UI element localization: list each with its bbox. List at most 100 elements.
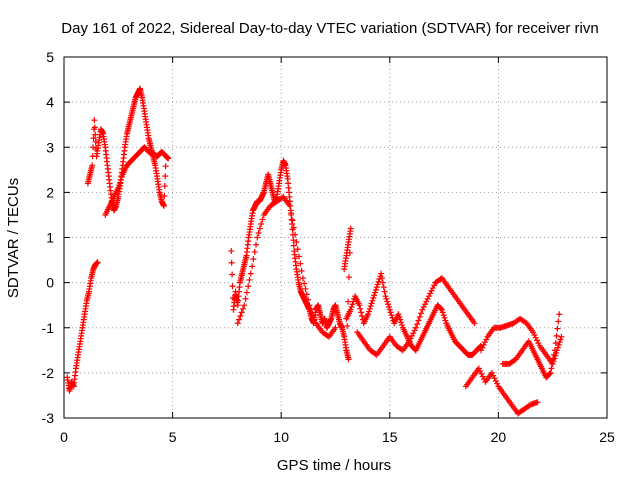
data-point [162,173,169,180]
data-point [378,270,385,277]
y-tick-label: 2 [46,184,54,200]
data-point [365,311,372,318]
data-point [357,305,364,312]
data-point [344,322,351,329]
data-point [91,117,98,124]
data-point [365,308,372,315]
data-point [162,152,169,159]
data-point [246,276,253,283]
data-point [431,282,438,289]
series-segment-11 [499,311,563,381]
data-point [258,220,265,227]
data-point [552,340,559,347]
data-point [237,313,244,320]
data-point [301,280,308,287]
data-point [234,320,241,327]
y-tick-label: 5 [46,49,54,65]
y-tick-label: 1 [46,230,54,246]
data-point [490,372,497,379]
data-point [241,302,248,309]
data-point [347,306,354,313]
data-point [372,289,379,296]
data-point [372,350,379,357]
data-point [412,324,419,331]
series-segment-5 [234,193,339,340]
data-point [549,360,556,367]
data-point [332,324,339,331]
data-point [398,346,405,353]
data-point [553,332,560,339]
axis-ticks: 0 5 10 15 20 25 -3 -2 -1 0 1 2 3 4 5 [42,49,615,445]
data-point [492,377,499,384]
data-point [310,313,317,320]
data-point [442,317,449,324]
data-point [397,316,404,323]
x-tick-label: 10 [273,429,289,445]
y-tick-label: -3 [42,410,55,426]
data-point [118,174,125,181]
data-point [382,293,389,300]
data-point [90,144,97,151]
data-point [375,278,382,285]
y-tick-label: 3 [46,139,54,155]
data-point [305,296,312,303]
data-point [296,253,303,260]
data-point [423,298,430,305]
data-points [64,85,565,417]
data-point [419,306,426,313]
data-point [228,259,235,266]
data-point [306,302,313,309]
data-point [373,284,380,291]
data-point [511,357,518,364]
data-point [483,336,490,343]
data-point [371,292,378,299]
data-point [307,305,314,312]
data-point [297,260,304,267]
data-point [366,305,373,312]
data-point [534,399,541,406]
x-tick-label: 5 [169,429,177,445]
y-tick-label: 4 [46,94,54,110]
data-point [349,301,356,308]
data-point [406,338,413,345]
data-point [345,274,352,281]
data-point [548,365,555,372]
data-point [324,332,331,339]
data-point [358,313,365,320]
data-point [547,369,554,376]
series-segment-7 [343,270,485,358]
data-point [385,303,392,310]
x-tick-label: 25 [599,429,615,445]
data-point [479,344,486,351]
data-point [481,376,488,383]
series-segment-9 [462,365,541,417]
data-point [386,306,393,313]
data-point [530,329,537,336]
data-point [379,279,386,286]
data-point [242,295,249,302]
data-point [160,202,167,209]
data-point [555,318,562,325]
data-point [288,210,295,217]
data-point [534,337,541,344]
data-point [290,242,297,249]
data-point [163,153,170,160]
data-point [311,316,318,323]
data-point [395,311,402,318]
data-point [372,286,379,293]
data-point [162,163,169,170]
data-point [115,184,122,191]
data-point [410,330,417,337]
data-point [428,287,435,294]
data-point [550,356,557,363]
data-point [551,347,558,354]
data-point [381,288,388,295]
data-point [376,276,383,283]
data-point [411,327,418,334]
data-point [251,248,258,255]
data-point [522,319,529,326]
x-tick-label: 20 [491,429,507,445]
data-point [478,347,485,354]
series-segment-8 [354,275,478,358]
